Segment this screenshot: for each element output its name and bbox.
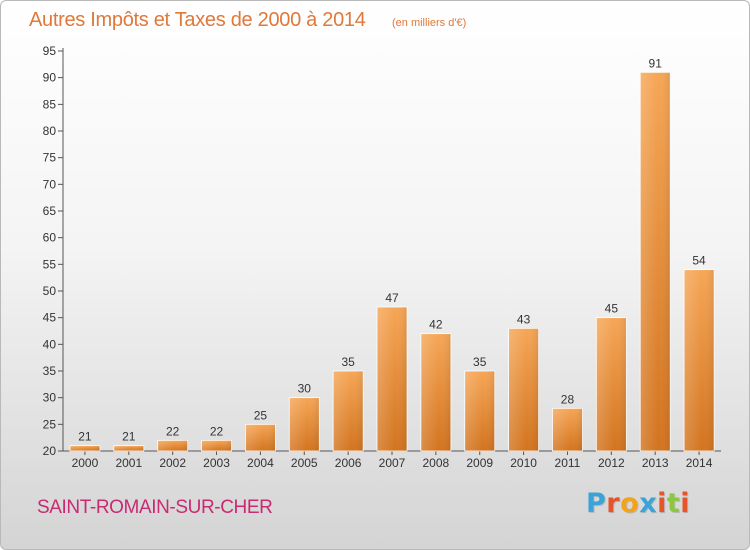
y-tick-label: 20 <box>43 444 57 458</box>
x-tick-label-2001: 2001 <box>115 456 142 470</box>
data-label-2000: 21 <box>78 430 92 444</box>
data-label-2009: 35 <box>473 355 487 369</box>
y-tick-label: 55 <box>43 257 57 271</box>
bar-shade-2011 <box>552 408 583 451</box>
x-tick-label-2008: 2008 <box>423 456 450 470</box>
logo-letter: x <box>639 488 658 519</box>
x-tick-label-2002: 2002 <box>159 456 186 470</box>
bar-shade-2013 <box>640 72 671 451</box>
logo-letter: i <box>680 488 691 519</box>
x-tick-label-2006: 2006 <box>335 456 362 470</box>
data-label-2001: 21 <box>122 430 136 444</box>
y-tick-label: 25 <box>43 417 57 431</box>
commune-name: SAINT-ROMAIN-SUR-CHER <box>37 497 273 518</box>
x-tick-label-2007: 2007 <box>379 456 406 470</box>
x-tick-label-2013: 2013 <box>642 456 669 470</box>
x-axis: 2000 2001 2002 2003 2004 2005 2006 2007 2008 2009… <box>63 450 721 470</box>
logo-letter: i <box>657 488 667 519</box>
data-label-2006: 35 <box>341 355 355 369</box>
data-label-2011: 28 <box>561 392 575 406</box>
bar-shade-2008 <box>420 333 451 451</box>
x-tick-label-2003: 2003 <box>203 456 230 470</box>
y-tick-label: 70 <box>43 177 57 191</box>
logo-letter: P <box>586 488 607 519</box>
x-tick-label-2009: 2009 <box>466 456 493 470</box>
data-label-2002: 22 <box>166 424 180 438</box>
x-tick-label-2005: 2005 <box>291 456 318 470</box>
logo-letter: t <box>666 488 681 519</box>
y-tick-label: 90 <box>43 71 57 85</box>
bar-shade-2001 <box>113 445 144 451</box>
data-label-2014: 54 <box>692 254 706 268</box>
proxiti-logo[interactable]: Proxiti <box>586 488 690 519</box>
bar-shade-2003 <box>201 440 232 451</box>
x-tick-label-2004: 2004 <box>247 456 274 470</box>
bar-shade-2007 <box>377 307 407 451</box>
data-label-2013: 91 <box>649 56 663 70</box>
bar-shade-2006 <box>333 371 364 451</box>
data-label-2003: 22 <box>210 424 224 438</box>
data-label-2012: 45 <box>605 302 619 316</box>
logo-letter: o <box>620 488 640 519</box>
y-tick-label: 95 <box>43 44 57 58</box>
y-tick-label: 40 <box>43 337 57 351</box>
y-tick-label: 65 <box>43 204 57 218</box>
y-tick-label: 50 <box>43 284 57 298</box>
bar-shade-2014 <box>684 269 715 451</box>
bar-shade-2009 <box>464 371 495 451</box>
x-tick-label-2014: 2014 <box>686 456 713 470</box>
logo-letter: r <box>606 488 621 519</box>
bar-shade-2012 <box>596 317 627 451</box>
chart-subtitle: (en milliers d'€) <box>392 17 467 29</box>
x-tick-label-2010: 2010 <box>510 456 537 470</box>
data-label-2008: 42 <box>429 318 443 332</box>
y-tick-label: 30 <box>43 391 57 405</box>
data-label-2005: 30 <box>298 382 312 396</box>
bar-shade-2002 <box>157 440 188 451</box>
x-tick-label-2000: 2000 <box>72 456 99 470</box>
y-axis: 20 25 30 35 40 45 50 55 60 65 70 75 80 85 90 95 <box>43 44 64 458</box>
data-labels: 21 21 22 22 25 30 35 47 42 35 43 28 45 91 54 <box>78 56 706 443</box>
y-tick-label: 45 <box>43 311 57 325</box>
data-label-2010: 43 <box>517 312 531 326</box>
x-tick-label-2011: 2011 <box>555 456 581 470</box>
bar-shade-2005 <box>289 397 320 451</box>
data-label-2004: 25 <box>254 408 268 422</box>
y-tick-label: 60 <box>43 231 57 245</box>
data-label-2007: 47 <box>385 291 399 305</box>
y-tick-label: 85 <box>43 97 57 111</box>
bar-shade-2010 <box>508 328 539 451</box>
y-tick-label: 80 <box>43 124 57 138</box>
chart-title: Autres Impôts et Taxes de 2000 à 2014 <box>29 9 366 31</box>
y-tick-label: 75 <box>43 151 57 165</box>
x-tick-label-2012: 2012 <box>598 456 625 470</box>
y-tick-label: 35 <box>43 364 57 378</box>
bar-shade-2000 <box>69 445 100 451</box>
bars <box>69 71 715 452</box>
bar-shade-2004 <box>245 424 276 451</box>
